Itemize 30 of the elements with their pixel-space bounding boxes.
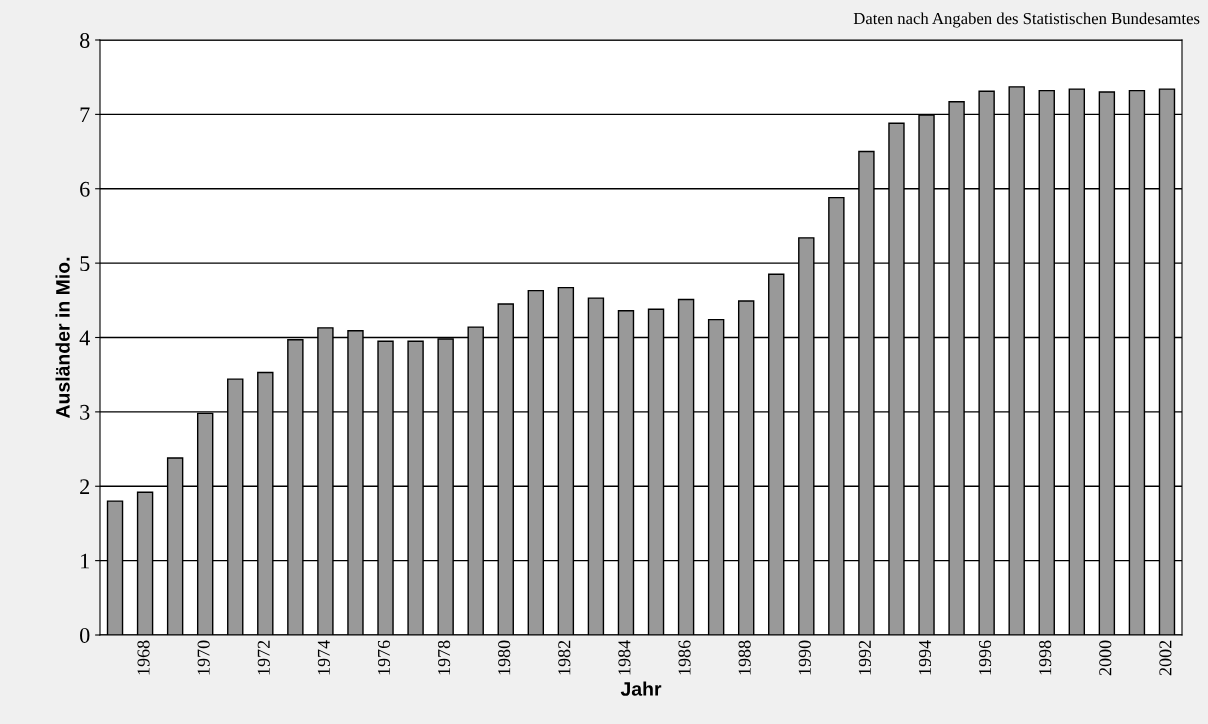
- x-tick-label: 1974: [317, 640, 330, 675]
- y-tick-label: 7: [80, 107, 90, 123]
- y-tick-label: 3: [80, 404, 90, 420]
- x-tick-label: 1968: [137, 640, 150, 675]
- x-tick-label: 2000: [1099, 640, 1112, 676]
- x-axis-title: Jahr: [620, 681, 662, 696]
- x-tick-label: 1978: [437, 640, 451, 675]
- x-tick-label: 1984: [618, 640, 631, 675]
- x-tick-label: 1972: [257, 640, 270, 675]
- y-tick-label: 4: [79, 330, 90, 346]
- x-tick-label: 1980: [498, 640, 511, 675]
- text: Daten nach Angaben des Statistischen Bundesamtes: [853, 12, 1200, 28]
- x-tick-label: 1976: [377, 640, 391, 675]
- x-tick-label: 1982: [558, 640, 571, 675]
- y-tick-label: 1: [81, 553, 89, 569]
- x-tick-label: 1992: [858, 640, 871, 675]
- y-tick-label: 0: [80, 627, 90, 643]
- x-tick-label: 1986: [678, 640, 691, 675]
- x-tick-label: 1988: [738, 640, 751, 675]
- x-tick-label: 1970: [197, 640, 210, 675]
- y-axis-title: Ausländer in Mio.: [55, 257, 70, 419]
- y-tick-label: 8: [80, 32, 90, 48]
- x-tick-label: 2002: [1159, 640, 1172, 676]
- x-tick-label: 1994: [918, 640, 932, 675]
- x-tick-label: 1998: [1039, 640, 1052, 675]
- x-tick-label: 1996: [979, 640, 992, 675]
- y-tick-label: 5: [80, 256, 90, 272]
- y-tick-label: 6: [80, 181, 90, 197]
- x-tick-label: 1990: [798, 640, 811, 675]
- y-tick-label: 2: [80, 479, 90, 494]
